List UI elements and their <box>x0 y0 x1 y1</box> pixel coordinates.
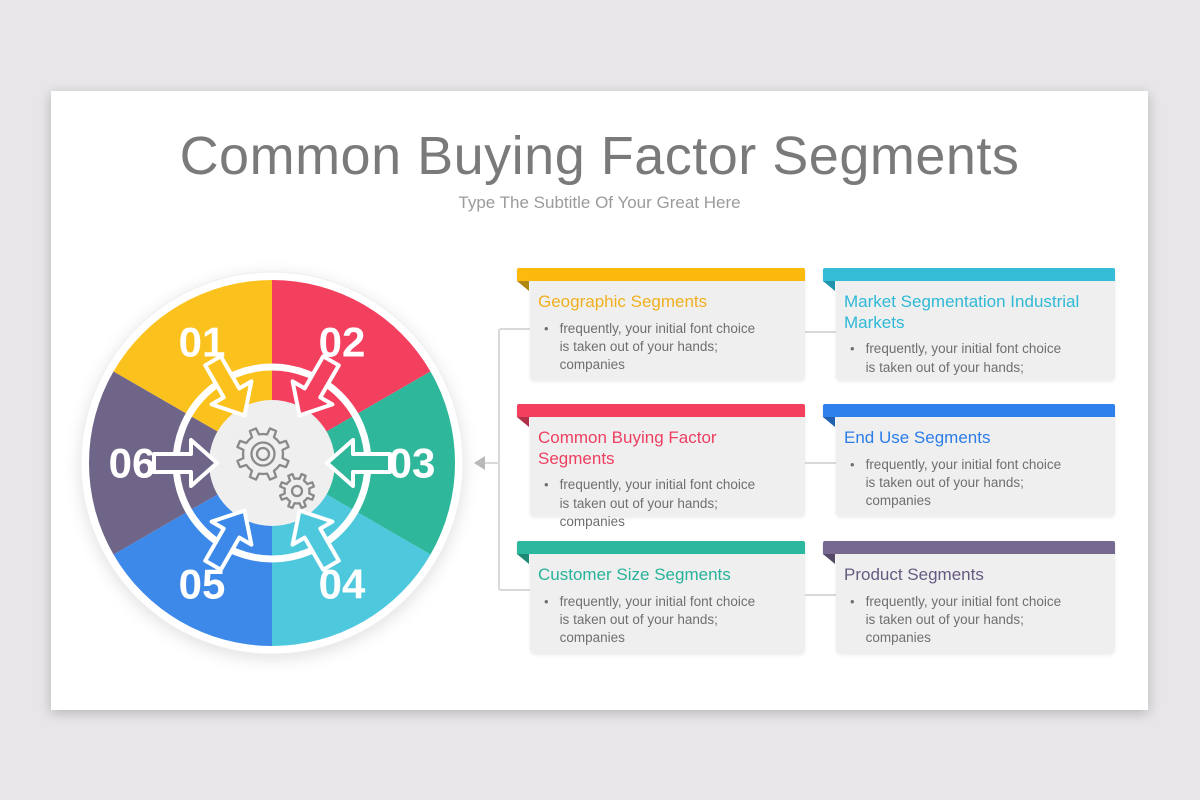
connector-line <box>805 462 836 464</box>
bullet-text: frequently, your initial font choice is … <box>559 477 756 529</box>
card-fold <box>823 554 835 564</box>
bullet-text: frequently, your initial font choice is … <box>559 320 756 372</box>
segment-label-06: 06 <box>109 440 156 487</box>
card-accent-bar <box>823 268 1115 281</box>
card-accent-bar <box>517 404 805 417</box>
card-title: Geographic Segments <box>538 292 708 311</box>
card-bullet: • frequently, your initial font choice i… <box>844 456 1101 510</box>
segment-label-03: 03 <box>389 440 436 487</box>
card-body: Common Buying Factor Segments • frequent… <box>530 417 805 529</box>
card-body: Product Segments • frequently, your init… <box>836 554 1115 654</box>
card-title: End Use Segments <box>844 428 991 447</box>
card-product-segments: Product Segments • frequently, your init… <box>823 541 1115 654</box>
bullet-text: frequently, your initial font choice is … <box>865 341 1062 375</box>
card-end-use-segments: End Use Segments • frequently, your init… <box>823 404 1115 517</box>
cyan-arrow-icon <box>290 508 341 572</box>
card-fold <box>517 417 529 427</box>
card-body: End Use Segments • frequently, your init… <box>836 417 1115 517</box>
card-body: Market Segmentation Industrial Markets •… <box>836 281 1115 381</box>
bullet-dot: • <box>850 593 855 609</box>
bullet-dot: • <box>850 341 855 357</box>
card-accent-bar <box>517 268 805 281</box>
segment-label-05: 05 <box>179 561 226 608</box>
red-arrow-icon <box>290 354 341 418</box>
card-bullet: • frequently, your initial font choice i… <box>538 476 791 530</box>
card-common-buying-factor: Common Buying Factor Segments • frequent… <box>517 404 805 529</box>
page-subtitle: Type The Subtitle Of Your Great Here <box>458 193 741 213</box>
card-title: Customer Size Segments <box>538 565 731 584</box>
card-fold <box>517 554 529 564</box>
segments-wheel-diagram: 01 02 03 04 05 06 <box>80 271 464 655</box>
card-fold <box>823 281 835 291</box>
page-title: Common Buying Factor Segments <box>179 126 1020 186</box>
card-geographic-segments: Geographic Segments • frequently, your i… <box>517 268 805 381</box>
yellow-arrow-icon <box>203 354 254 418</box>
connector-line <box>805 331 836 333</box>
card-accent-bar <box>517 541 805 554</box>
card-customer-size-segments: Customer Size Segments • frequently, you… <box>517 541 805 654</box>
card-bullet: • frequently, your initial font choice i… <box>844 593 1101 647</box>
bullet-text: frequently, your initial font choice is … <box>559 593 756 645</box>
card-accent-bar <box>823 404 1115 417</box>
gears-icon <box>236 427 316 510</box>
left-arrow-icon <box>474 456 485 470</box>
card-body: Geographic Segments • frequently, your i… <box>530 281 805 381</box>
bullet-dot: • <box>544 320 549 336</box>
card-bullet: • frequently, your initial font choice i… <box>844 340 1101 376</box>
segment-label-04: 04 <box>319 561 366 608</box>
segment-label-02: 02 <box>319 319 366 366</box>
card-bullet: • frequently, your initial font choice i… <box>538 593 791 647</box>
card-accent-bar <box>823 541 1115 554</box>
purple-arrow-icon <box>152 438 219 488</box>
bullet-dot: • <box>544 593 549 609</box>
slide: Common Buying Factor Segments Type The S… <box>51 91 1148 710</box>
card-body: Customer Size Segments • frequently, you… <box>530 554 805 654</box>
connector-bracket <box>498 328 530 591</box>
card-fold <box>823 417 835 427</box>
card-bullet: • frequently, your initial font choice i… <box>538 320 791 374</box>
bullet-text: frequently, your initial font choice is … <box>865 456 1062 508</box>
bullet-dot: • <box>544 477 549 493</box>
bullet-text: frequently, your initial font choice is … <box>865 593 1062 645</box>
card-market-segmentation: Market Segmentation Industrial Markets •… <box>823 268 1115 381</box>
segment-label-01: 01 <box>179 319 226 366</box>
card-title: Common Buying Factor Segments <box>538 428 717 468</box>
card-title: Market Segmentation Industrial Markets <box>844 292 1080 332</box>
card-title: Product Segments <box>844 565 984 584</box>
connector-line <box>805 594 836 596</box>
blue-arrow-icon <box>203 508 254 572</box>
bullet-dot: • <box>850 456 855 472</box>
teal-arrow-icon <box>325 438 392 488</box>
card-fold <box>517 281 529 291</box>
connector-line <box>485 462 498 464</box>
